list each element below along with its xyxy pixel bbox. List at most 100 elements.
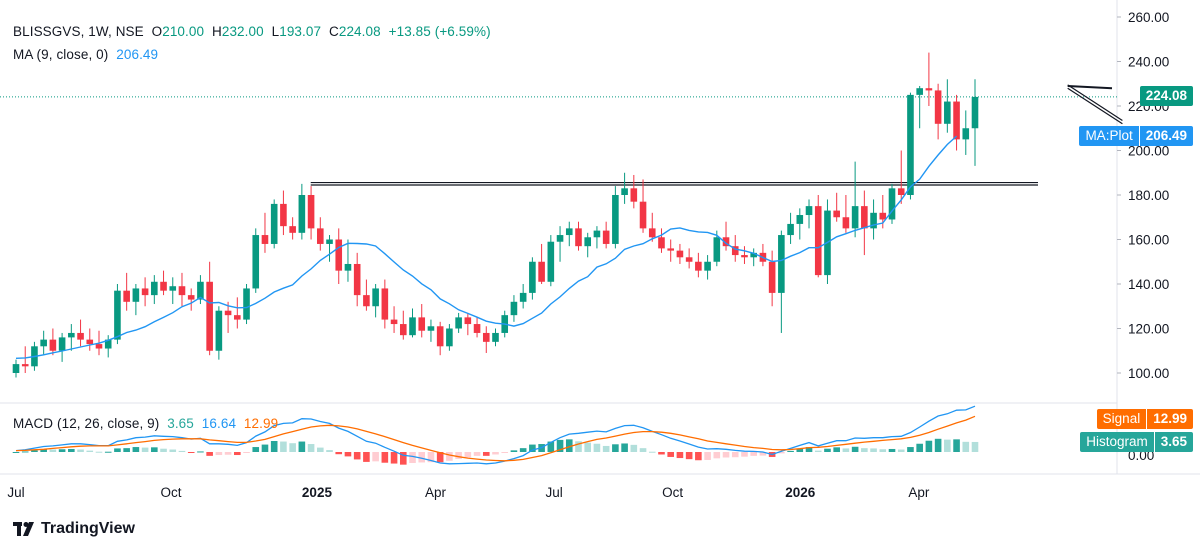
trend-line (1067, 84, 1123, 121)
candle-body (962, 128, 970, 140)
macd-histogram-bar (372, 452, 379, 462)
candle-body (132, 288, 140, 302)
candle-body (363, 295, 370, 307)
macd-histogram-bar (86, 450, 94, 452)
candle-body (77, 332, 84, 340)
candle-body (58, 337, 66, 351)
trend-line (1067, 84, 1113, 90)
macd-histogram-bar (482, 452, 490, 456)
macd-histogram-bar (160, 448, 167, 452)
histogram-tag: Histogram 3.65 (1080, 432, 1193, 452)
macd-histogram-bar (492, 452, 499, 455)
macd-histogram-bar (658, 452, 665, 455)
candle-body (833, 210, 840, 218)
candle-body (695, 261, 702, 271)
candle-body (436, 326, 444, 347)
candle-body (399, 324, 407, 336)
macd-line (15, 405, 976, 465)
macd-histogram-bar (575, 441, 582, 452)
macd-histogram-bar (58, 449, 66, 452)
candle-body (261, 235, 269, 244)
time-axis-label: 2026 (785, 485, 816, 500)
macd-histogram-bar (473, 452, 481, 456)
signal-tag-label: Signal (1096, 409, 1147, 429)
candle-body (685, 257, 693, 262)
candle-body (215, 310, 223, 351)
macd-histogram-bar (510, 450, 518, 452)
macd-histogram-bar (529, 444, 536, 452)
candle-body (344, 263, 352, 271)
candle-body (861, 206, 868, 229)
macd-histogram-bar (390, 452, 398, 464)
macd-histogram-bar (833, 447, 840, 452)
candle-body (593, 230, 601, 238)
price-tick-label: 160.00 (1128, 233, 1169, 248)
candle-body (381, 288, 389, 320)
macd-histogram-bar (796, 448, 804, 452)
macd-histogram-bar (824, 448, 831, 452)
macd-histogram-bar (280, 441, 287, 452)
macd-histogram-bar (888, 448, 896, 452)
price-tick-label: 180.00 (1128, 188, 1169, 203)
macd-histogram-bar (667, 452, 675, 457)
macd-histogram-bar (759, 452, 767, 456)
low-key: L (271, 24, 280, 39)
candle-body (151, 281, 158, 296)
histogram-tag-value: 3.65 (1153, 432, 1193, 452)
macd-histogram-bar (187, 452, 195, 453)
candle-body (234, 315, 241, 320)
candle-body (335, 239, 343, 271)
macd-histogram-bar (584, 442, 592, 452)
candle-body (888, 188, 896, 220)
macd-histogram-bar (750, 452, 757, 456)
candle-body (519, 292, 527, 302)
candle-body (95, 344, 103, 349)
candle-body (870, 212, 877, 229)
macd-histogram-bar (427, 452, 435, 463)
tradingview-brand[interactable]: TradingView (13, 520, 135, 538)
price-tick-label: 260.00 (1128, 10, 1169, 25)
candle-body (713, 237, 721, 262)
signal-tag-value: 12.99 (1146, 409, 1193, 429)
macd-histogram-bar (298, 441, 306, 452)
macd-histogram-bar (547, 441, 555, 452)
macd-histogram-bar (593, 443, 601, 452)
candle-body (187, 295, 195, 300)
high-key: H (211, 24, 222, 39)
candle-body (907, 94, 914, 195)
candle-body (270, 203, 278, 244)
ma-legend[interactable]: MA (9, close, 0) 206.49 (13, 47, 162, 62)
macd-histogram-bar (925, 440, 933, 452)
close-key: C (328, 24, 339, 39)
candle-body (851, 206, 859, 229)
macd-histogram-bar (685, 452, 693, 460)
candle-body (68, 332, 75, 338)
candle-body (584, 237, 592, 247)
candle-body (676, 250, 684, 258)
price-tick-label: 120.00 (1128, 322, 1169, 337)
candle-body (12, 364, 20, 373)
macd-histogram-bar (944, 439, 951, 452)
macd-histogram-bar (446, 452, 453, 461)
signal-tag: Signal 12.99 (1096, 409, 1193, 429)
candle-body (49, 339, 57, 351)
candle-body (390, 319, 398, 325)
macd-histogram-bar (713, 452, 721, 459)
macd-histogram-bar (151, 447, 158, 452)
macd-legend[interactable]: MACD (12, 26, close, 9) 3.65 16.64 12.99 (13, 416, 282, 431)
open-key: O (151, 24, 163, 39)
candle-body (482, 332, 490, 342)
candle-body (178, 286, 186, 296)
candle-body (658, 237, 665, 249)
macd-histogram-bar (842, 448, 850, 452)
symbol-name[interactable]: BLISSGVS, 1W, NSE (13, 24, 144, 39)
macd-label: MACD (12, 26, close, 9) (13, 416, 160, 431)
candle-body (123, 290, 130, 302)
macd-histogram-bar (934, 438, 942, 452)
candle-body (160, 281, 167, 291)
candle-body (141, 288, 149, 296)
price-tick-label: 200.00 (1128, 144, 1169, 159)
macd-histogram-bar (418, 452, 426, 463)
candle-body (280, 203, 287, 227)
